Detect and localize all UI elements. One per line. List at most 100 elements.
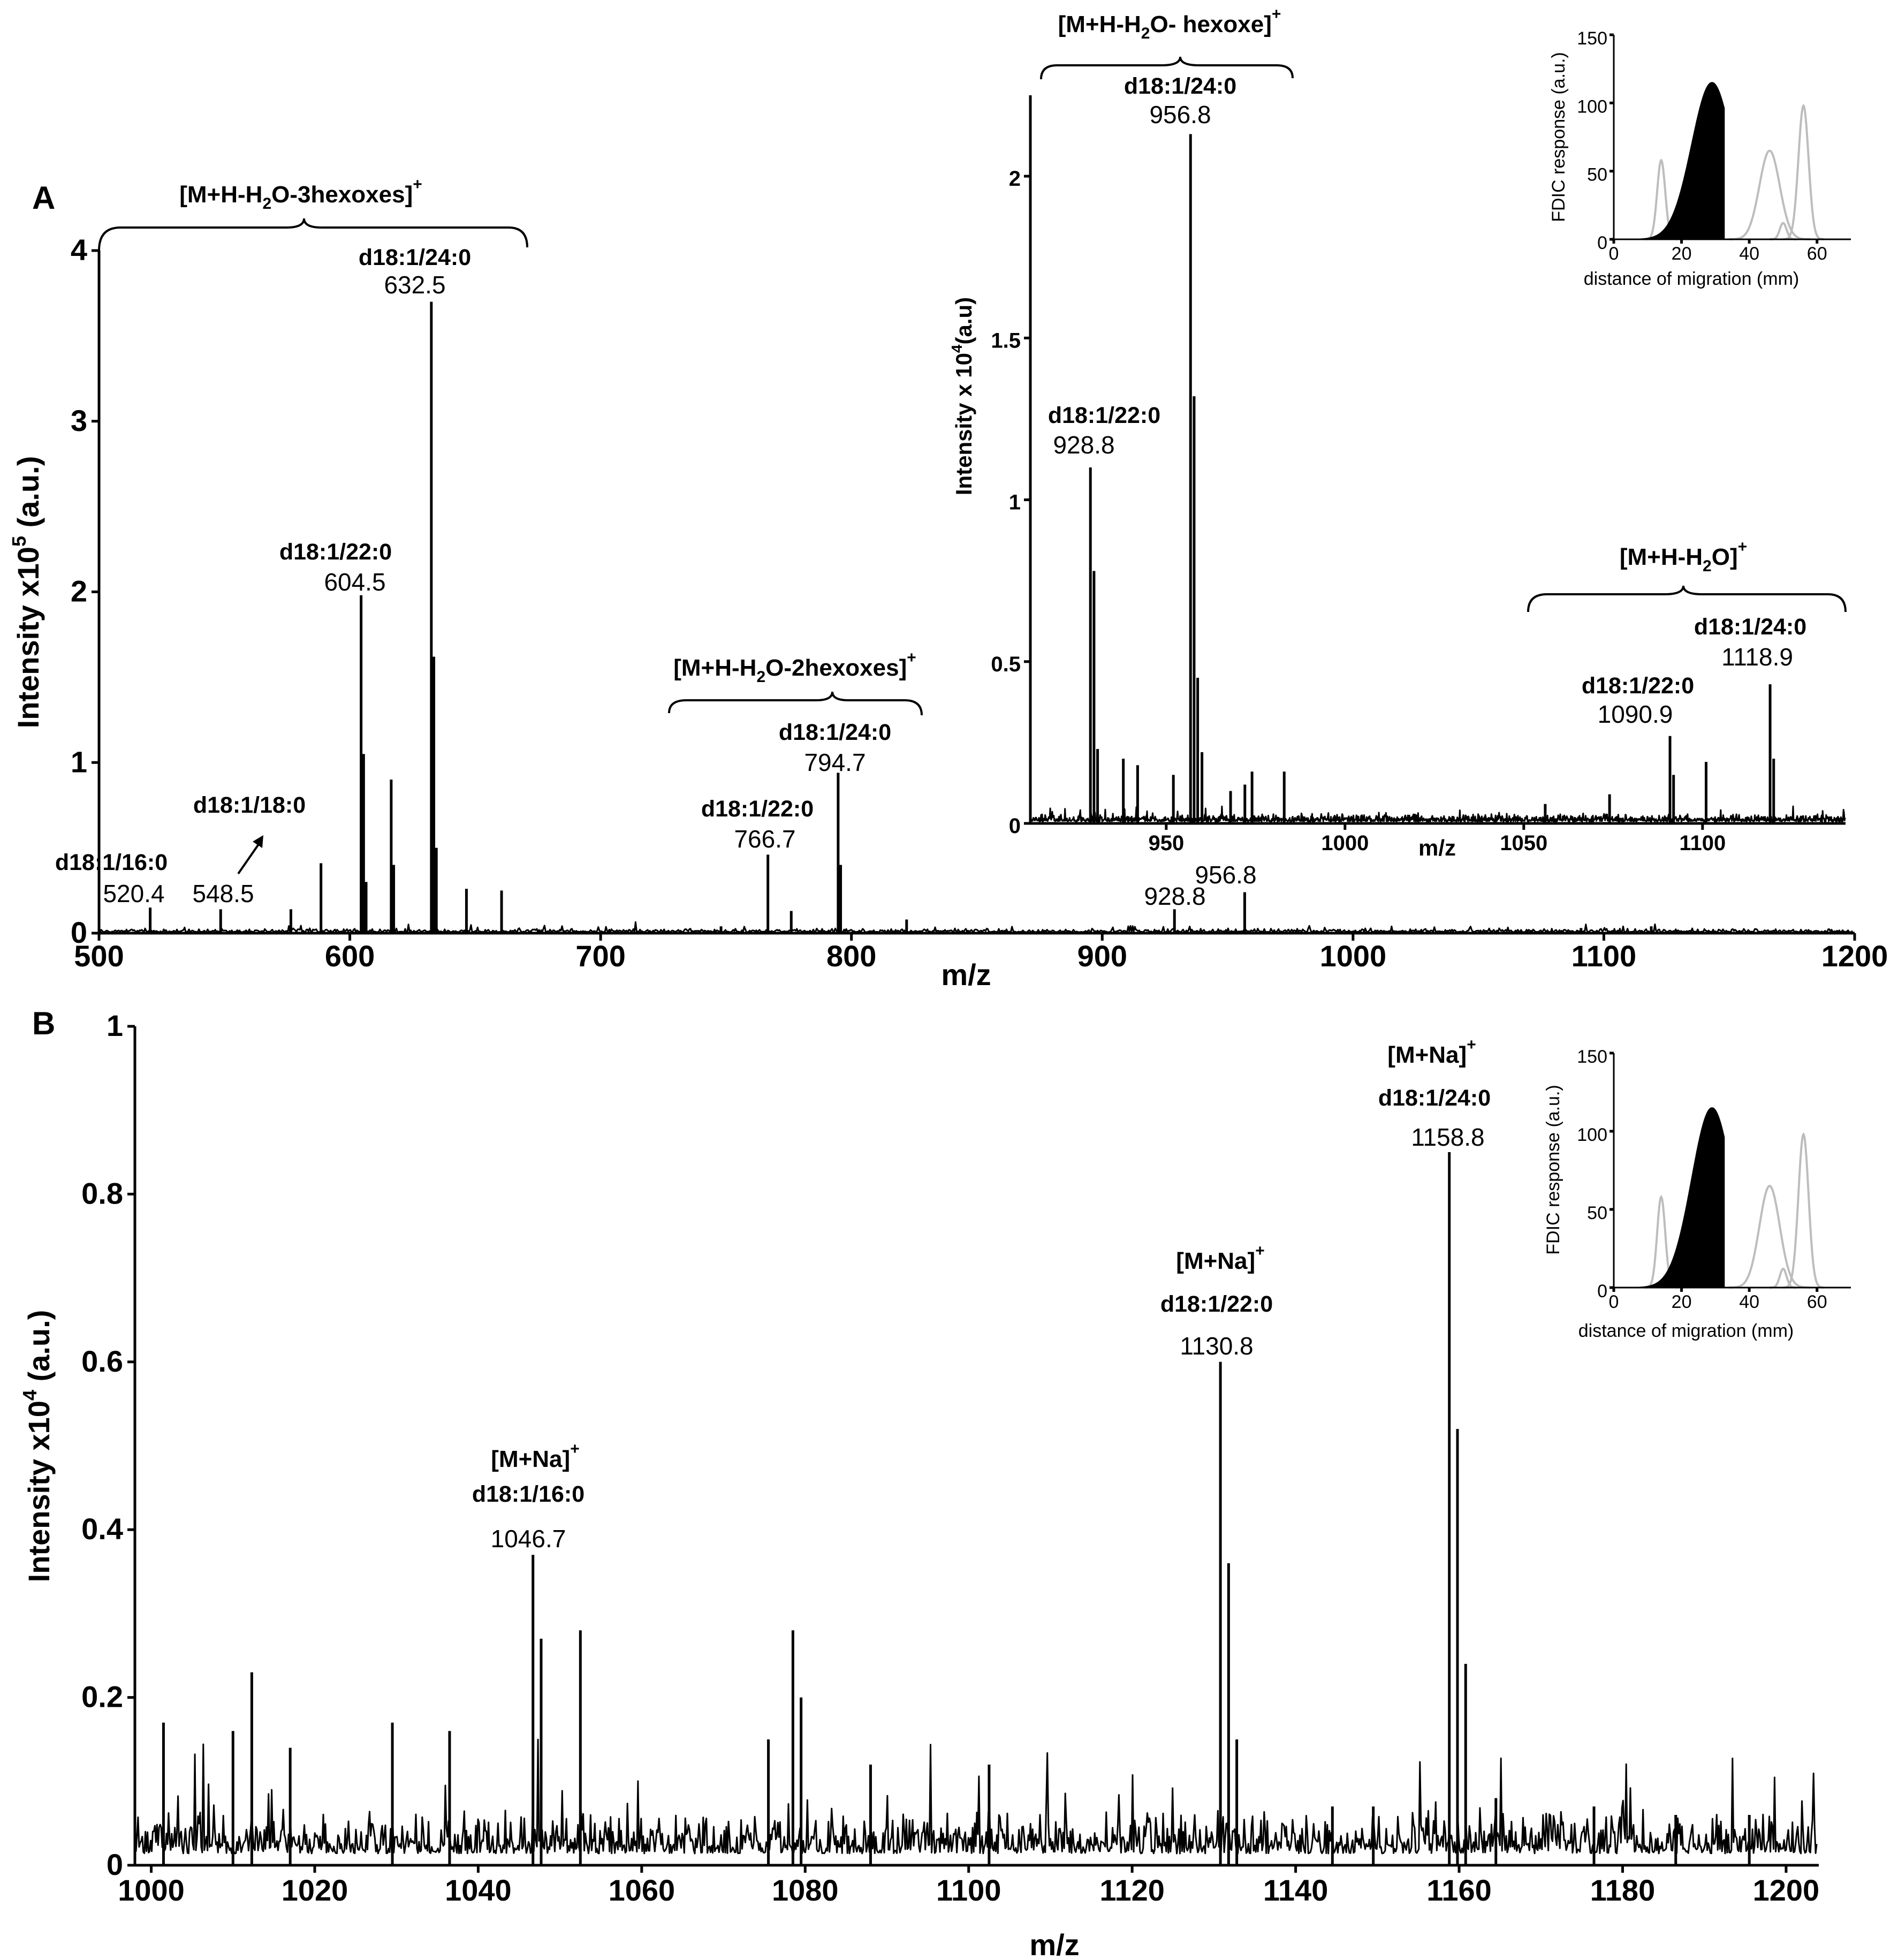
- peak-label-lipid: d18:1/22:0: [701, 796, 814, 822]
- x-tick-label: 0: [1609, 244, 1619, 264]
- peak-label-mz: 1130.8: [1180, 1332, 1253, 1360]
- peak-label-mz: 794.7: [804, 748, 866, 776]
- x-tick-label: 900: [1077, 939, 1127, 973]
- ion-group-na-1: [M+Na]+: [491, 1440, 579, 1472]
- x-tick-label: 1180: [1590, 1873, 1656, 1907]
- peak-label-mz: 548.5: [192, 880, 254, 907]
- tlc-a-y-title: FDIC response (a.u.): [1548, 52, 1569, 222]
- panel-b: B 1000 1020 1040 1060 1080 1100 1120 1140 1160 11…: [19, 1005, 1819, 1960]
- peak-label-lipid: d18:1/22:0: [1582, 673, 1694, 699]
- y-tick-label: 0.8: [81, 1176, 123, 1210]
- x-tick-label: 1140: [1263, 1873, 1328, 1907]
- y-tick-label: 4: [71, 233, 87, 267]
- peak-label-lipid: d18:1/16:0: [472, 1481, 584, 1507]
- tlc-a-ticks: 0 20 40 60 0 50 100 150: [1577, 28, 1827, 264]
- peak-label-mz: 928.8: [1144, 882, 1205, 910]
- spectrum-baseline-trace: [1030, 805, 1846, 822]
- peak-label-mz: 1118.9: [1721, 643, 1793, 671]
- y-tick-label: 1.5: [991, 329, 1021, 352]
- peak-label-mz: 604.5: [324, 568, 385, 596]
- y-tick-label: 50: [1587, 1203, 1607, 1223]
- spectrum-baseline-trace: [135, 1738, 1818, 1855]
- x-tick-label: 1120: [1099, 1873, 1165, 1907]
- panel-a-ion-bracket-3hexoxes: [98, 218, 528, 251]
- tlc-band-curve: [1729, 1185, 1811, 1289]
- panel-b-x-axis-title: m/z: [1029, 1928, 1079, 1960]
- peak-label-lipid: d18:1/24:0: [1694, 614, 1806, 640]
- x-tick-label: 20: [1672, 1292, 1692, 1312]
- x-tick-label: 20: [1672, 244, 1692, 264]
- tlc-highlighted-band: [1630, 82, 1725, 240]
- x-tick-label: 1040: [445, 1873, 512, 1907]
- peak-label-lipid: d18:1/22:0: [279, 539, 392, 565]
- panel-b-spectrum-layer: [135, 1152, 1818, 1865]
- ion-group-na-2: [M+Na]+: [1176, 1242, 1264, 1274]
- y-tick-label: 1: [71, 745, 87, 778]
- panel-b-y-axis-title: Intensity x104 (a.u.): [19, 1310, 56, 1583]
- y-tick-label: 0.5: [991, 653, 1021, 676]
- tlc-band-curve: [1783, 1132, 1824, 1289]
- ion-group-h2o: [M+H-H2O]+: [1620, 538, 1747, 575]
- y-tick-label: 150: [1577, 1047, 1607, 1067]
- peak-label-lipid: d18:1/22:0: [1048, 403, 1160, 428]
- x-tick-label: 1200: [1753, 1873, 1820, 1907]
- inset-peak-annotations: d18:1/22:0 928.8 d18:1/24:0 956.8 d18:1/…: [1048, 73, 1806, 728]
- panel-b-tlc-inset: 0 20 40 60 0 50 100 150 distance of migration (…: [1543, 1047, 1851, 1341]
- peak-label-mz: 520.4: [103, 880, 164, 907]
- y-tick-label: 0.2: [81, 1680, 123, 1714]
- peak-label-mz: 1046.7: [491, 1525, 566, 1553]
- x-tick-label: 1100: [1571, 939, 1637, 973]
- x-tick-label: 1100: [1679, 831, 1726, 855]
- x-tick-label: 40: [1739, 1292, 1759, 1312]
- tlc-band-curve: [1729, 149, 1811, 240]
- peak-arrow-head: [253, 835, 263, 848]
- x-tick-label: 1060: [609, 1873, 675, 1907]
- peak-label-lipid: d18:1/24:0: [1124, 73, 1236, 99]
- peak-label-mz: 956.8: [1195, 861, 1256, 889]
- panel-b-letter: B: [32, 1005, 55, 1041]
- x-tick-label: 1000: [118, 1873, 185, 1907]
- tlc-highlighted-band: [1630, 1107, 1725, 1288]
- x-tick-label: 1080: [772, 1873, 839, 1907]
- tlc-b-x-title: distance of migration (mm): [1578, 1321, 1794, 1341]
- ion-group-3hexoxes: [M+H-H2O-3hexoxes]+: [179, 176, 422, 213]
- y-tick-label: 50: [1587, 165, 1607, 185]
- y-tick-label: 0: [1009, 814, 1021, 838]
- peak-label-mz: 632.5: [384, 271, 445, 299]
- tlc-a-x-title: distance of migration (mm): [1584, 269, 1799, 289]
- x-tick-label: 1050: [1500, 831, 1547, 855]
- x-tick-label: 1160: [1426, 1873, 1492, 1907]
- peak-label-lipid: d18:1/18:0: [193, 792, 306, 818]
- x-tick-label: 950: [1148, 831, 1184, 855]
- inset-spectrum-layer: [1030, 134, 1846, 823]
- x-tick-label: 600: [325, 939, 375, 973]
- y-tick-label: 0.4: [81, 1512, 123, 1546]
- x-tick-label: 500: [74, 939, 124, 973]
- y-tick-label: 0: [1597, 1281, 1607, 1301]
- x-tick-label: 1100: [936, 1873, 1001, 1907]
- peak-label-mz: 928.8: [1053, 431, 1114, 459]
- peak-label-lipid: d18:1/24:0: [359, 245, 471, 270]
- x-tick-label: 1020: [282, 1873, 348, 1907]
- peak-label-mz: 956.8: [1149, 101, 1211, 128]
- tlc-b-y-title: FDIC response (a.u.): [1543, 1085, 1563, 1254]
- panel-a-peak-annotations: d18:1/16:0 520.4 d18:1/18:0 548.5 d18:1/…: [55, 245, 1257, 910]
- panel-a-y-axis-title: Intensity x105 (a.u.): [8, 456, 45, 729]
- y-tick-label: 0.6: [81, 1344, 123, 1378]
- peak-label-mz: 766.7: [734, 825, 795, 853]
- y-tick-label: 2: [71, 574, 87, 608]
- ion-group-hexoxe: [M+H-H2O- hexoxe]+: [1058, 5, 1281, 42]
- inset-ticks: 950 1000 1050 1100 0 0.5 1 1.5 2: [991, 167, 1726, 855]
- x-tick-label: 1200: [1821, 939, 1888, 973]
- x-tick-label: 60: [1807, 1292, 1827, 1312]
- peak-label-mz: 1090.9: [1598, 700, 1673, 728]
- x-tick-label: 1000: [1320, 939, 1387, 973]
- ion-group-na-3: [M+Na]+: [1387, 1036, 1476, 1068]
- y-tick-label: 150: [1577, 28, 1607, 49]
- y-tick-label: 1: [1009, 491, 1021, 514]
- x-tick-label: 800: [826, 939, 876, 973]
- peak-label-lipid: d18:1/24:0: [1378, 1085, 1491, 1111]
- ion-group-2hexoxes: [M+H-H2O-2hexoxes]+: [673, 649, 916, 686]
